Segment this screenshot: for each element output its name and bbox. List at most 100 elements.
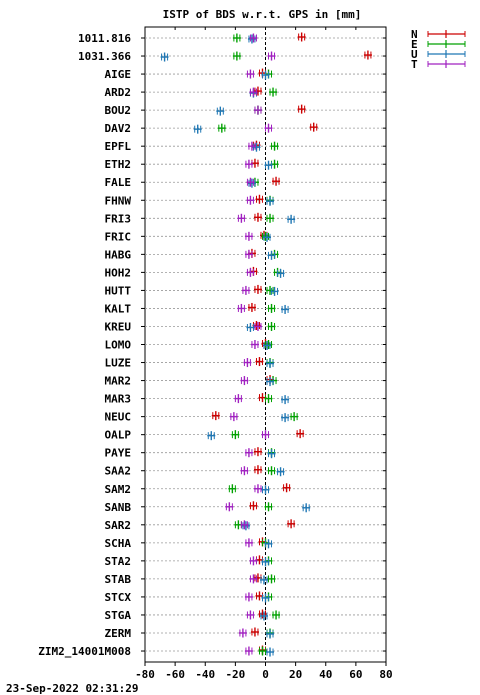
point-t	[250, 340, 259, 350]
chart-title: ISTP of BDS w.r.t. GPS in [mm]	[163, 8, 362, 21]
point-t	[244, 448, 253, 458]
point-t	[240, 466, 249, 476]
legend-label: N	[411, 28, 418, 41]
point-t	[244, 231, 253, 241]
point-u	[281, 395, 290, 405]
point-e	[231, 430, 240, 440]
point-e	[264, 394, 273, 404]
point-e	[290, 412, 299, 422]
point-u	[252, 142, 261, 152]
point-t	[225, 502, 234, 512]
legend-label: T	[411, 58, 418, 71]
point-u	[261, 593, 270, 603]
point-u	[266, 196, 275, 206]
legend-marker-u	[427, 50, 466, 58]
point-u	[270, 286, 279, 296]
point-u	[261, 70, 270, 80]
station-label: FHNW	[105, 194, 132, 207]
point-n	[253, 447, 262, 457]
x-tick-label: -80	[135, 668, 155, 681]
point-t	[249, 33, 258, 43]
point-e	[270, 141, 279, 151]
point-u	[264, 160, 273, 170]
point-n	[253, 86, 262, 96]
point-u	[264, 539, 273, 549]
point-n	[253, 465, 262, 475]
point-n	[363, 50, 372, 60]
x-tick-label: 40	[319, 668, 332, 681]
station-label: PAYE	[105, 447, 132, 460]
point-t	[246, 267, 255, 277]
station-label: LOMO	[105, 339, 132, 352]
point-u	[259, 611, 268, 621]
station-label: HABG	[105, 248, 132, 261]
point-u	[247, 178, 256, 188]
point-t	[244, 592, 253, 602]
point-n	[282, 483, 291, 493]
station-label: SAM2	[105, 483, 132, 496]
point-u	[246, 322, 255, 332]
point-e	[267, 574, 276, 584]
point-t	[253, 105, 262, 115]
point-n	[309, 122, 318, 132]
station-label: SAR2	[105, 519, 132, 532]
point-n	[296, 429, 305, 439]
station-label: FALE	[105, 176, 132, 189]
station-label: SANB	[105, 501, 132, 514]
x-tick-label: 0	[262, 668, 269, 681]
point-u	[263, 341, 272, 351]
legend-marker-e	[427, 40, 466, 48]
point-e	[228, 484, 237, 494]
station-label: HUTT	[105, 284, 132, 297]
station-label: KALT	[105, 302, 132, 315]
station-label: HOH2	[105, 266, 132, 279]
point-n	[297, 104, 306, 114]
point-e	[232, 51, 241, 61]
x-tick-label: 80	[379, 668, 392, 681]
point-n	[272, 176, 281, 186]
station-label: EPFL	[105, 140, 132, 153]
point-t	[249, 556, 258, 566]
point-t	[264, 123, 273, 133]
point-u	[266, 377, 275, 387]
point-u	[263, 232, 272, 242]
point-n	[297, 32, 306, 42]
point-u	[266, 359, 275, 369]
station-label: SCHA	[105, 537, 132, 550]
station-label: STA2	[105, 555, 132, 568]
x-tick-label: 60	[349, 668, 362, 681]
point-t	[229, 412, 238, 422]
point-e	[266, 213, 275, 223]
point-t	[244, 159, 253, 169]
point-e	[232, 33, 241, 43]
point-t	[234, 394, 243, 404]
point-n	[253, 284, 262, 294]
point-e	[267, 466, 276, 476]
point-n	[255, 357, 264, 367]
point-t	[249, 87, 258, 97]
point-u	[207, 431, 216, 441]
point-e	[258, 646, 267, 656]
point-t	[240, 376, 249, 386]
point-n	[258, 609, 267, 619]
point-n	[211, 411, 220, 421]
point-t	[261, 430, 270, 440]
station-label: STCX	[105, 591, 132, 604]
point-t	[246, 610, 255, 620]
point-t	[253, 321, 262, 331]
point-u	[267, 449, 276, 459]
point-u	[287, 214, 296, 224]
station-label: MAR2	[105, 375, 132, 388]
point-e	[267, 303, 276, 313]
point-u	[266, 629, 275, 639]
point-u	[193, 124, 202, 134]
station-label: FRI3	[105, 212, 132, 225]
point-u	[281, 413, 290, 423]
point-u	[160, 52, 169, 62]
point-t	[238, 628, 247, 638]
station-label: BOU2	[105, 104, 132, 117]
station-label: LUZE	[105, 357, 132, 370]
point-e	[217, 123, 226, 133]
